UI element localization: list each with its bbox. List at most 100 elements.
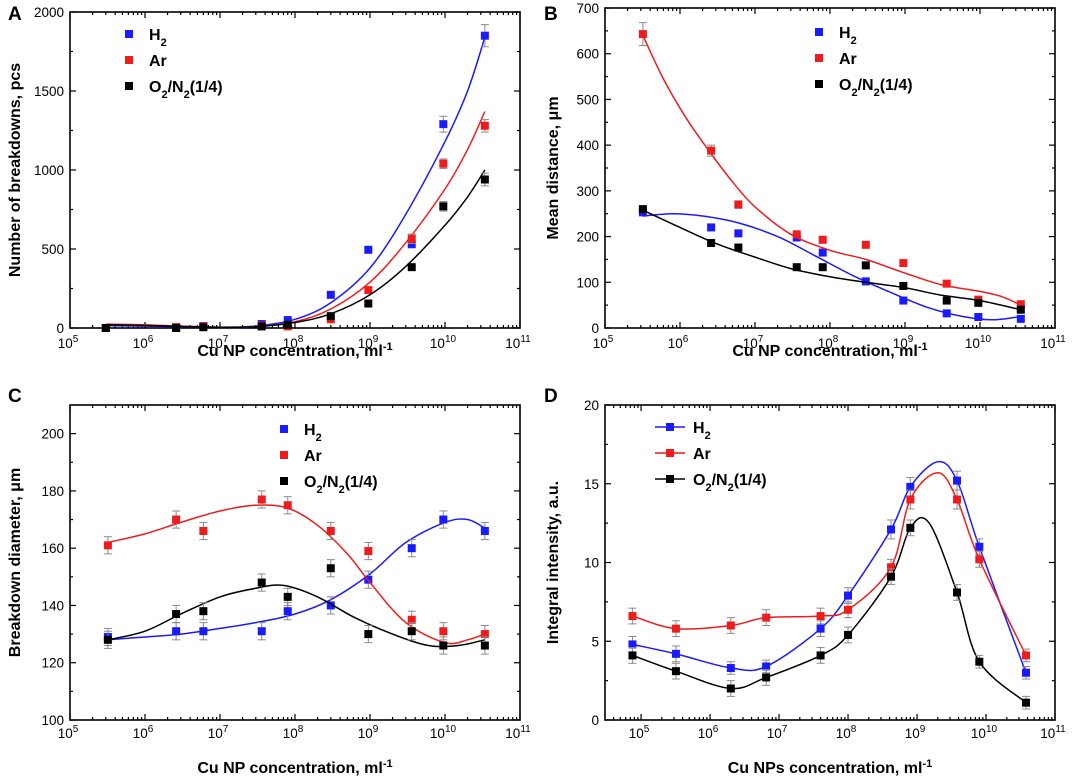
y-tick-label: 160 <box>41 541 64 556</box>
data-point <box>283 320 292 329</box>
data-point <box>638 205 647 214</box>
y-tick-label: 200 <box>576 230 599 245</box>
data-point <box>734 200 743 209</box>
data-point <box>792 230 801 239</box>
y-tick-label: 300 <box>576 184 599 199</box>
legend-item: O2/N2(1/4) <box>280 474 378 496</box>
data-point <box>1016 314 1025 323</box>
legend-label: Ar <box>693 446 711 463</box>
data-point <box>792 263 801 272</box>
x-tick-label: 106 <box>133 724 154 741</box>
data-point <box>326 312 335 321</box>
y-tick-label: 10 <box>584 556 599 571</box>
legend-item: O2/N2(1/4) <box>815 77 913 99</box>
legend-label: H2 <box>839 25 857 47</box>
legend-item: Ar <box>655 446 711 463</box>
data-point <box>364 630 373 639</box>
data-point <box>762 613 771 622</box>
y-tick-label: 140 <box>41 598 64 613</box>
y-axis-label: Number of breakdowns, pcs <box>7 63 24 277</box>
legend-label: H2 <box>304 422 322 444</box>
x-tick-label: 108 <box>836 724 857 741</box>
data-point <box>906 523 915 532</box>
x-tick-label: 109 <box>358 334 379 351</box>
legend-item: O2/N2(1/4) <box>125 79 223 101</box>
panel-d: D 0 5 10 15 20 105 106 107 108 109 1010 1011 Cu NPs c… <box>544 386 1066 777</box>
panel-b: B 0 100 200 300 400 500 600 700 105 106 107 108 109 10… <box>544 1 1066 360</box>
data-point <box>726 684 735 693</box>
data-point <box>199 323 208 332</box>
data-point <box>1016 300 1025 309</box>
data-point <box>480 175 489 184</box>
x-tick-label: 106 <box>133 334 154 351</box>
data-point <box>816 612 825 621</box>
x-tick-label: 1010 <box>965 334 992 351</box>
x-tick-label: 1011 <box>505 724 531 741</box>
series-h2 <box>628 460 1031 680</box>
data-point <box>172 515 181 524</box>
x-tick-label: 107 <box>743 334 764 351</box>
data-point <box>707 146 716 155</box>
y-axis-label: Integral intensity, a.u. <box>545 481 562 644</box>
data-point <box>638 30 647 39</box>
data-point <box>861 261 870 270</box>
data-point <box>103 635 112 644</box>
panel-letter: C <box>8 386 22 407</box>
x-tick-label: 109 <box>905 724 926 741</box>
legend-label: Ar <box>149 53 167 70</box>
data-point <box>887 525 896 534</box>
series-h2 <box>638 208 1025 323</box>
data-point <box>707 238 716 247</box>
data-point <box>975 542 984 551</box>
data-point <box>407 240 416 249</box>
data-point <box>439 641 448 650</box>
data-point <box>671 624 680 633</box>
legend-marker <box>666 423 674 431</box>
data-point <box>974 298 983 307</box>
series-h2 <box>103 510 489 647</box>
data-point <box>953 495 962 504</box>
x-tick-label: 1011 <box>1040 334 1066 351</box>
y-tick-label: 500 <box>41 242 64 257</box>
legend-item: H2 <box>815 25 857 47</box>
x-tick-label: 107 <box>208 724 229 741</box>
data-point <box>953 476 962 485</box>
data-point <box>172 324 181 332</box>
data-point <box>953 588 962 597</box>
legend-marker <box>280 477 288 485</box>
data-point <box>899 281 908 290</box>
legend-item: H2 <box>655 420 711 442</box>
data-point <box>364 299 373 308</box>
legend-marker <box>280 425 288 433</box>
y-tick-label: 100 <box>41 713 64 728</box>
data-point <box>480 31 489 40</box>
x-tick-label: 105 <box>593 334 614 351</box>
x-tick-label: 105 <box>629 724 650 741</box>
x-tick-label: 107 <box>208 334 229 351</box>
x-axis-label: Cu NP concentration, ml-1 <box>732 341 927 360</box>
legend-label: Ar <box>839 51 857 68</box>
data-point <box>283 501 292 510</box>
fit-curve <box>105 111 486 329</box>
y-tick-label: 700 <box>576 1 599 16</box>
y-tick-label: 20 <box>584 398 599 413</box>
data-point <box>942 296 951 305</box>
fit-curve <box>105 37 486 328</box>
legend-marker <box>666 449 674 457</box>
fit-curve <box>105 169 486 329</box>
data-point <box>326 527 335 535</box>
legend-marker <box>125 56 133 64</box>
data-point <box>326 290 335 299</box>
y-tick-label: 0 <box>591 321 599 336</box>
panel-letter: D <box>544 386 558 407</box>
data-point <box>439 627 448 636</box>
series-o2 <box>638 205 1025 314</box>
legend-marker <box>280 451 288 459</box>
data-point <box>439 515 448 524</box>
data-point <box>975 555 984 564</box>
x-tick-label: 105 <box>58 334 79 351</box>
series-o2 <box>628 516 1031 710</box>
data-point <box>257 627 266 636</box>
y-tick-label: 500 <box>576 92 599 107</box>
